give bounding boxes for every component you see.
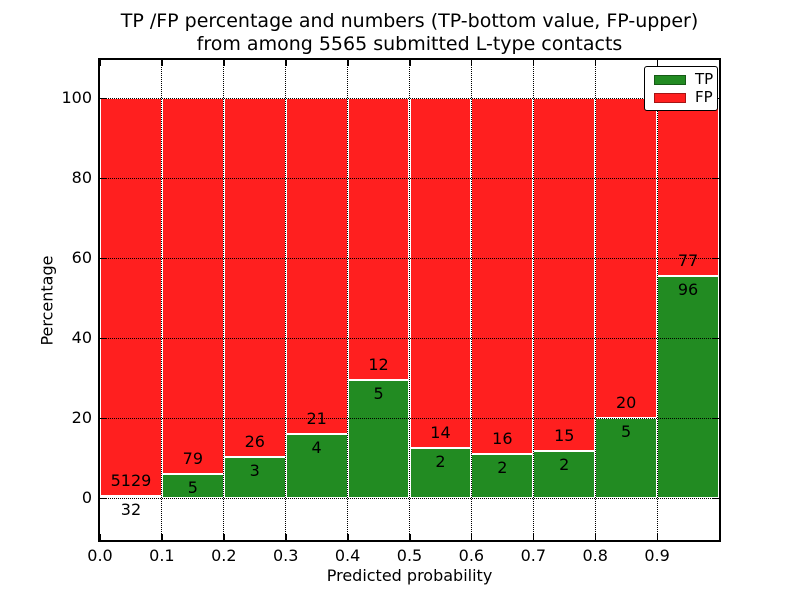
- legend: TP FP: [644, 66, 718, 111]
- x-tick-mark-top: [532, 60, 535, 66]
- bar-fp-segment: [161, 98, 224, 475]
- chart-title-line1: TP /FP percentage and numbers (TP-bottom…: [120, 10, 699, 32]
- x-tick-label: 0.9: [644, 546, 670, 565]
- y-tick-mark-right: [713, 337, 719, 339]
- x-tick-mark: [99, 534, 101, 540]
- fp-count-label: 16: [492, 428, 513, 448]
- x-tick-mark: [532, 534, 535, 540]
- bar-fp-segment: [409, 98, 472, 448]
- tp-count-label: 2: [435, 452, 446, 471]
- tp-count-label: 5: [621, 422, 632, 441]
- fp-count-label: 79: [182, 449, 204, 469]
- x-tick-mark-top: [161, 60, 163, 66]
- y-tick-mark: [100, 97, 106, 99]
- y-tick-mark: [100, 177, 106, 179]
- x-tick-mark-top: [347, 60, 349, 66]
- tp-count-label: 96: [677, 280, 699, 300]
- y-tick-label: 0: [81, 488, 92, 507]
- y-tick-mark: [100, 337, 106, 339]
- x-tick-label: 0.5: [396, 546, 423, 565]
- legend-entry-tp: TP: [654, 72, 717, 87]
- chart-title: TP /FP percentage and numbers (TP-bottom…: [100, 10, 719, 56]
- y-tick-mark-right: [713, 497, 719, 499]
- fp-count-label: 21: [306, 409, 327, 428]
- x-tick-mark: [223, 534, 225, 540]
- chart-title-line2: from among 5565 submitted L-type contact…: [196, 33, 623, 55]
- tp-count-label: 3: [249, 460, 260, 480]
- x-tick-label: 0.4: [334, 546, 361, 565]
- tp-count-label: 2: [559, 454, 570, 474]
- x-tick-mark-top: [409, 60, 411, 66]
- tp-legend-swatch: [654, 74, 686, 85]
- tp-count-label: 4: [311, 438, 322, 457]
- bar-fp-segment: [471, 98, 534, 454]
- bar-tp-segment: [595, 418, 658, 498]
- legend-entry-fp: FP: [654, 90, 717, 105]
- fp-legend-label: FP: [695, 88, 713, 106]
- y-tick-mark-right: [713, 177, 719, 179]
- y-tick-label: 100: [61, 88, 92, 107]
- fp-count-label: 77: [677, 251, 699, 271]
- x-tick-mark: [347, 534, 349, 540]
- y-tick-label: 40: [71, 328, 92, 347]
- x-tick-mark: [594, 534, 597, 540]
- x-tick-label: 0.7: [520, 546, 547, 565]
- bar-fp-segment: [347, 98, 410, 381]
- x-tick-mark: [285, 534, 287, 540]
- x-tick-mark-top: [285, 60, 287, 66]
- bar-fp-segment: [533, 98, 596, 451]
- x-tick-mark: [656, 534, 659, 540]
- x-tick-label: 0.1: [149, 546, 175, 565]
- fp-count-label: 12: [368, 355, 389, 375]
- x-tick-label: 0.0: [87, 546, 113, 565]
- fp-count-label: 20: [615, 393, 637, 412]
- fp-count-label: 26: [244, 431, 265, 451]
- bar-fp-segment: [657, 98, 719, 277]
- x-tick-mark: [409, 534, 411, 540]
- x-tick-mark: [161, 534, 163, 540]
- x-tick-label: 0.2: [211, 546, 237, 565]
- y-tick-label: 80: [71, 168, 92, 187]
- x-tick-label: 0.3: [272, 546, 299, 565]
- fp-count-label: 5129: [110, 470, 152, 490]
- x-tick-mark-top: [223, 60, 225, 66]
- tp-count-label: 5: [373, 384, 384, 404]
- fp-count-label: 14: [430, 423, 451, 442]
- tp-legend-label: TP: [695, 70, 714, 88]
- y-tick-mark: [100, 257, 106, 259]
- x-tick-label: 0.6: [458, 546, 485, 565]
- bar-fp-segment: [595, 98, 658, 418]
- bar-tp-segment: [223, 456, 286, 498]
- y-tick-mark: [100, 417, 106, 419]
- x-tick-mark-top: [594, 60, 597, 66]
- x-tick-label: 0.8: [582, 546, 608, 565]
- y-tick-label: 20: [71, 408, 92, 427]
- tp-count-label: 32: [120, 499, 142, 519]
- y-tick-label: 60: [71, 248, 92, 267]
- tp-count-label: 2: [497, 457, 508, 477]
- bar-tp-segment: [100, 495, 162, 498]
- x-tick-mark-top: [99, 60, 101, 66]
- tp-count-label: 5: [187, 478, 198, 498]
- bar-tp-segment: [347, 380, 410, 498]
- y-tick-mark-right: [713, 417, 719, 419]
- fp-count-label: 15: [554, 425, 575, 445]
- x-tick-mark: [470, 534, 473, 540]
- bar-tp-segment: [657, 276, 719, 498]
- plot-area: 5129 32 79 5 26 3 21 4 12 5 14 2 16 2 15 2 20 5 77 96: [99, 60, 719, 540]
- x-axis-label: Predicted probability: [326, 566, 493, 585]
- bar-fp-segment: [100, 98, 162, 496]
- bar-fp-segment: [285, 98, 348, 434]
- x-tick-mark-top: [470, 60, 473, 66]
- bar-fp-segment: [223, 98, 286, 457]
- fp-legend-swatch: [654, 92, 686, 103]
